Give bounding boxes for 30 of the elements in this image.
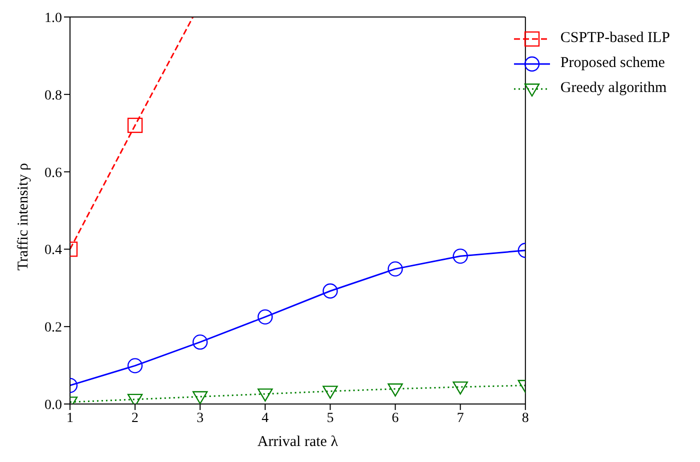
- y-tick-label: 0.2: [44, 320, 62, 336]
- point: [322, 386, 338, 399]
- point: [452, 381, 468, 395]
- point: [322, 283, 338, 299]
- legend-label: CSPTP-based ILP: [560, 30, 670, 47]
- legend-label: Greedy algorithm: [560, 80, 667, 97]
- y-tick-label: 1.0: [44, 10, 62, 26]
- y-tick-label: 0.8: [44, 88, 62, 104]
- x-tick-label: 7: [456, 410, 464, 426]
- x-tick-label: 1: [66, 410, 74, 426]
- point: [452, 248, 468, 264]
- x-tick-label: 8: [522, 410, 529, 426]
- point: [192, 334, 208, 350]
- x-tick-label: 5: [326, 410, 334, 426]
- y-tick-label: 0.0: [44, 398, 62, 413]
- point: [258, 388, 273, 402]
- x-axis-title: Arrival rate λ: [257, 434, 339, 450]
- point: [258, 309, 273, 325]
- x-tick-label: 3: [196, 410, 204, 426]
- y-axis-title: Traffic intensity ρ: [15, 163, 32, 270]
- point: [388, 383, 403, 397]
- point: [127, 358, 143, 374]
- point: [388, 261, 403, 277]
- point: [192, 391, 208, 404]
- x-tick-label: 2: [132, 410, 139, 426]
- y-tick-label: 0.4: [44, 243, 62, 258]
- legend-label: Proposed scheme: [560, 55, 665, 72]
- x-tick-label: 4: [262, 410, 269, 426]
- x-tick-label: 6: [392, 410, 399, 426]
- y-tick-label: 0.6: [44, 166, 62, 181]
